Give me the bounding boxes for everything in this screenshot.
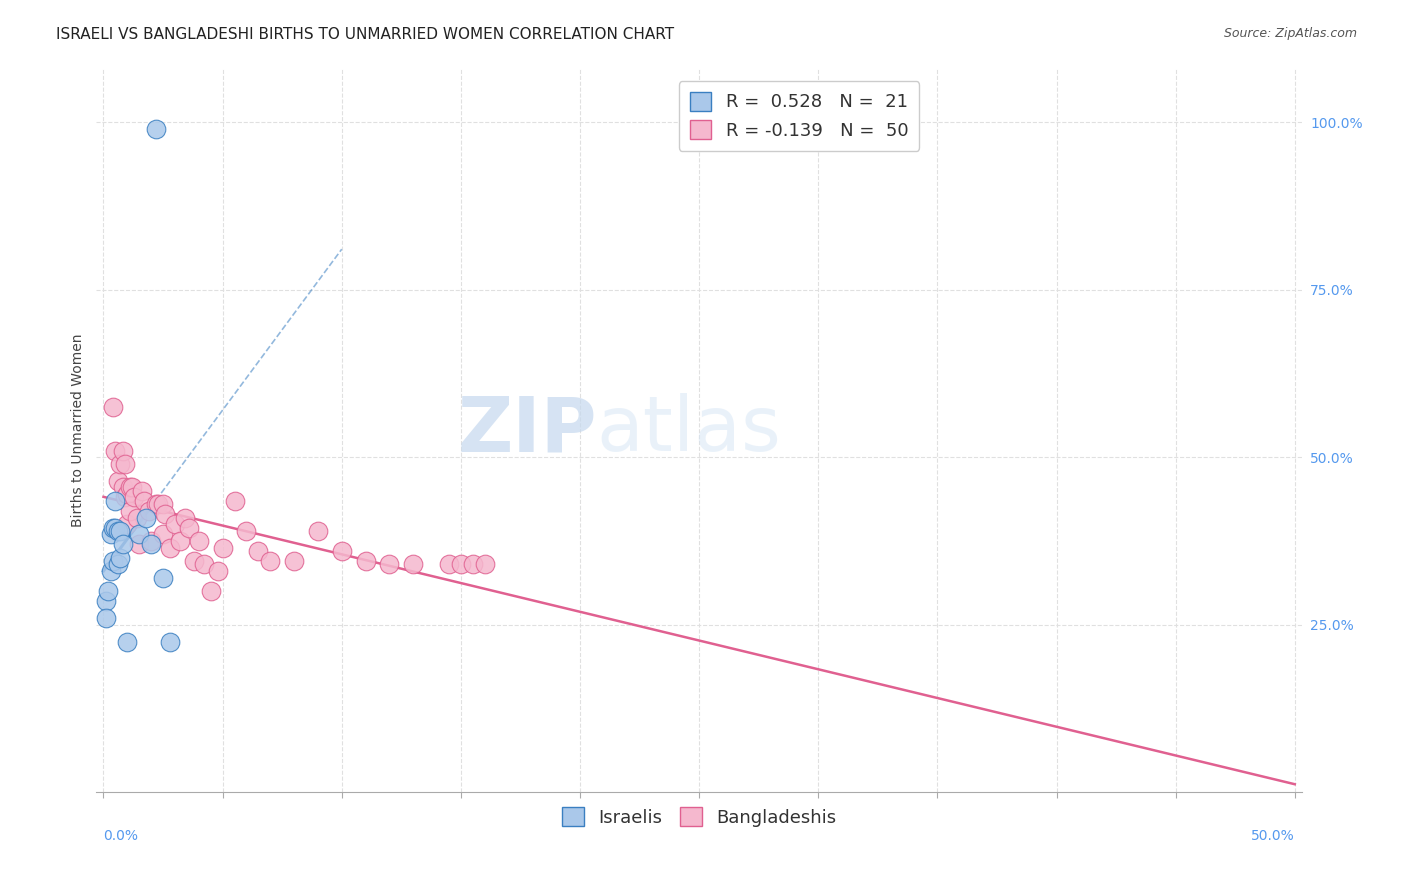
- Point: [474, 558, 496, 572]
- Point: [101, 400, 124, 414]
- Point: [155, 507, 177, 521]
- Point: [437, 558, 460, 572]
- Text: atlas: atlas: [596, 393, 782, 467]
- Point: [330, 544, 353, 558]
- Y-axis label: Births to Unmarried Women: Births to Unmarried Women: [72, 334, 86, 527]
- Point: [128, 537, 150, 551]
- Point: [101, 520, 124, 534]
- Point: [152, 527, 174, 541]
- Point: [114, 491, 136, 505]
- Point: [402, 558, 425, 572]
- Point: [114, 457, 136, 471]
- Point: [200, 584, 222, 599]
- Point: [450, 558, 472, 572]
- Point: [125, 510, 148, 524]
- Point: [117, 517, 139, 532]
- Point: [131, 483, 153, 498]
- Text: 0.0%: 0.0%: [104, 830, 139, 843]
- Point: [101, 554, 124, 568]
- Point: [104, 493, 127, 508]
- Point: [132, 493, 155, 508]
- Point: [193, 558, 215, 572]
- Point: [179, 520, 201, 534]
- Point: [235, 524, 257, 538]
- Text: 50.0%: 50.0%: [1251, 830, 1295, 843]
- Point: [108, 524, 131, 538]
- Point: [159, 541, 181, 555]
- Point: [135, 510, 157, 524]
- Point: [124, 491, 146, 505]
- Point: [259, 554, 281, 568]
- Point: [187, 534, 209, 549]
- Point: [111, 443, 134, 458]
- Point: [461, 558, 484, 572]
- Point: [107, 558, 129, 572]
- Point: [104, 520, 127, 534]
- Point: [173, 510, 195, 524]
- Point: [94, 594, 117, 608]
- Point: [152, 571, 174, 585]
- Point: [354, 554, 377, 568]
- Point: [378, 558, 401, 572]
- Point: [163, 517, 186, 532]
- Point: [117, 487, 139, 501]
- Point: [183, 554, 205, 568]
- Point: [148, 497, 170, 511]
- Text: Source: ZipAtlas.com: Source: ZipAtlas.com: [1223, 27, 1357, 40]
- Point: [111, 537, 134, 551]
- Point: [307, 524, 329, 538]
- Point: [141, 537, 163, 551]
- Text: ISRAELI VS BANGLADESHI BIRTHS TO UNMARRIED WOMEN CORRELATION CHART: ISRAELI VS BANGLADESHI BIRTHS TO UNMARRI…: [56, 27, 675, 42]
- Point: [104, 443, 127, 458]
- Point: [97, 584, 120, 599]
- Point: [107, 524, 129, 538]
- Point: [159, 634, 181, 648]
- Point: [128, 527, 150, 541]
- Point: [283, 554, 305, 568]
- Point: [100, 564, 122, 578]
- Point: [121, 480, 143, 494]
- Point: [118, 504, 141, 518]
- Legend: Israelis, Bangladeshis: Israelis, Bangladeshis: [555, 800, 844, 834]
- Point: [224, 493, 246, 508]
- Text: ZIP: ZIP: [457, 393, 596, 467]
- Point: [108, 457, 131, 471]
- Point: [111, 480, 134, 494]
- Point: [145, 497, 167, 511]
- Point: [108, 550, 131, 565]
- Point: [117, 634, 139, 648]
- Point: [152, 497, 174, 511]
- Point: [169, 534, 191, 549]
- Point: [141, 534, 163, 549]
- Point: [145, 121, 167, 136]
- Point: [247, 544, 270, 558]
- Point: [118, 480, 141, 494]
- Point: [207, 564, 229, 578]
- Point: [211, 541, 233, 555]
- Point: [94, 611, 117, 625]
- Point: [107, 474, 129, 488]
- Point: [100, 527, 122, 541]
- Point: [138, 504, 160, 518]
